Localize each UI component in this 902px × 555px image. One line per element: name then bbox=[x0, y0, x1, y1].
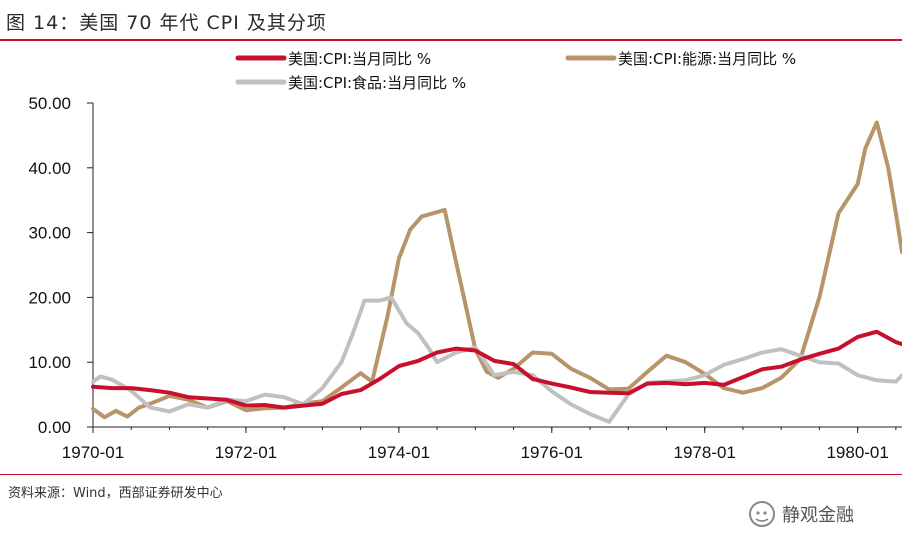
y-tick-label: 50.00 bbox=[28, 94, 71, 113]
title-divider bbox=[0, 39, 902, 41]
x-tick-label: 1970-01 bbox=[62, 443, 124, 462]
x-tick-label: 1978-01 bbox=[674, 443, 736, 462]
y-tick-label: 20.00 bbox=[28, 288, 71, 307]
y-tick-label: 0.00 bbox=[38, 418, 71, 437]
wechat-icon bbox=[749, 501, 775, 527]
y-axis: 0.00 10.00 20.00 30.00 40.00 50.00 bbox=[28, 94, 94, 437]
chart-title: 图 14：美国 70 年代 CPI 及其分项 bbox=[6, 12, 327, 34]
y-tick-label: 10.00 bbox=[28, 353, 71, 372]
legend-label-1: 美国:CPI:能源:当月同比 % bbox=[618, 50, 796, 68]
watermark: 静观金融 bbox=[748, 500, 854, 528]
chart-legend: 美国:CPI:当月同比 % 美国:CPI:能源:当月同比 % 美国:CPI:食品:当… bbox=[235, 50, 796, 92]
x-tick-label: 1974-01 bbox=[368, 443, 430, 462]
legend-label-2: 美国:CPI:食品:当月同比 % bbox=[288, 74, 466, 92]
y-tick-label: 30.00 bbox=[28, 224, 71, 243]
x-tick-label: 1976-01 bbox=[521, 443, 583, 462]
watermark-text: 静观金融 bbox=[782, 505, 854, 526]
x-tick-label: 1980-01 bbox=[826, 443, 888, 462]
x-tick-label: 1972-01 bbox=[215, 443, 277, 462]
legend-label-0: 美国:CPI:当月同比 % bbox=[288, 50, 431, 68]
source-note: 资料来源：Wind，西部证券研发中心 bbox=[8, 486, 223, 501]
series-layer bbox=[91, 120, 902, 424]
y-tick-label: 40.00 bbox=[28, 159, 71, 178]
footer-divider bbox=[0, 474, 902, 475]
cpi-line-chart: 美国:CPI:当月同比 % 美国:CPI:能源:当月同比 % 美国:CPI:食品:当… bbox=[28, 50, 902, 462]
series-line-0 bbox=[91, 329, 902, 410]
x-axis: 1970-01 1972-01 1974-01 1976-01 1978-01 1980-… bbox=[62, 426, 902, 462]
series-line-2 bbox=[91, 295, 902, 424]
